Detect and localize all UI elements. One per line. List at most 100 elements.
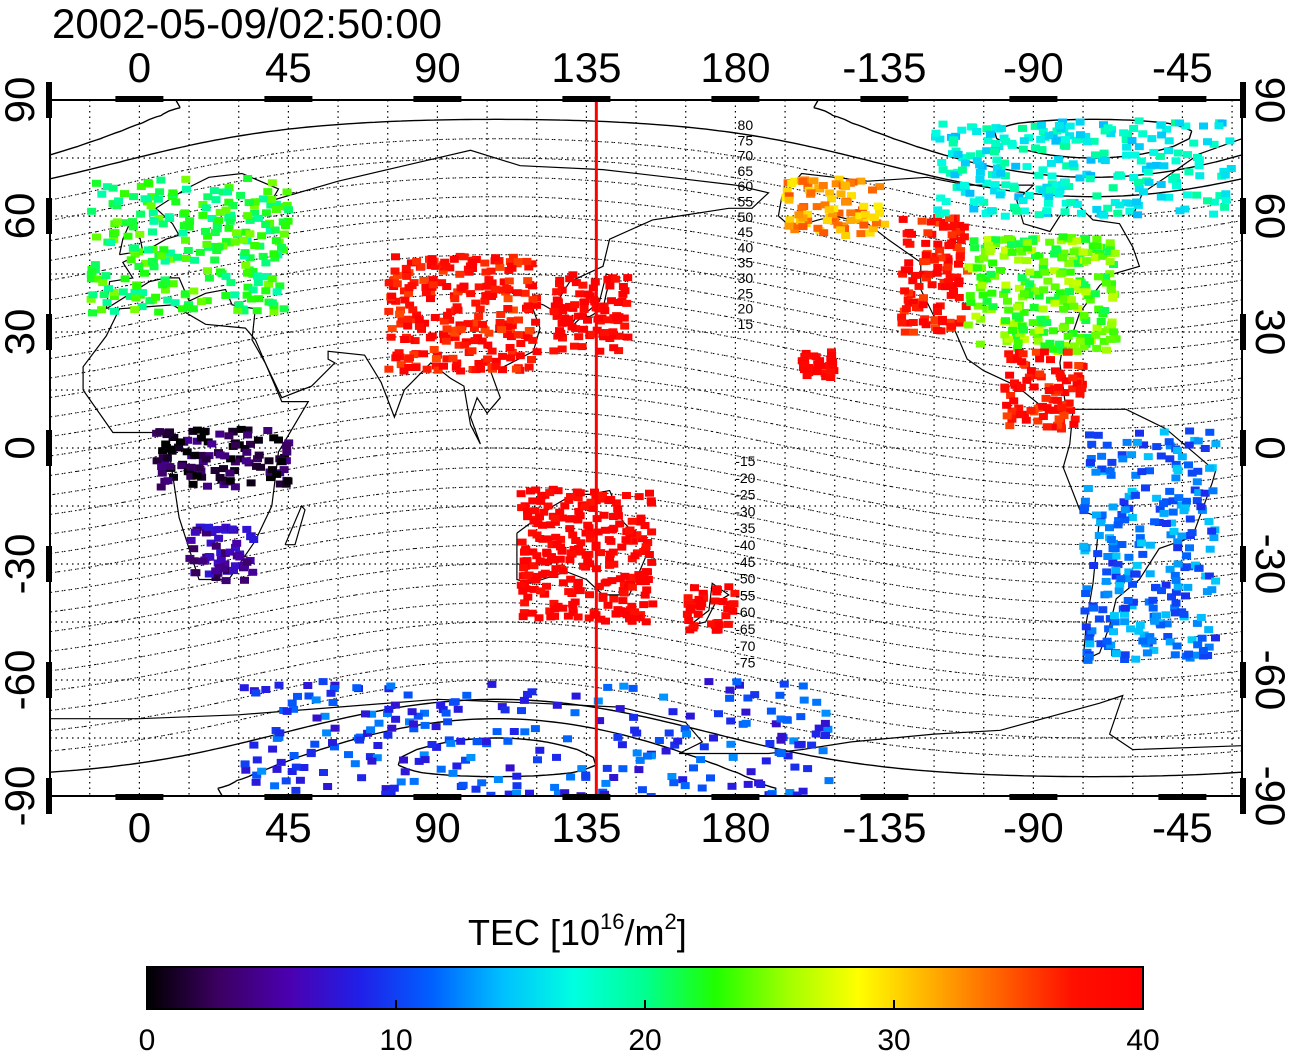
- tec-pixel: [1143, 453, 1153, 461]
- tec-pixel: [242, 448, 252, 456]
- tec-pixel: [1059, 412, 1069, 420]
- colorbar-label-close: ]: [677, 912, 687, 953]
- tec-pixel: [131, 294, 141, 302]
- tec-pixel: [495, 263, 505, 271]
- tec-pixel: [1108, 294, 1118, 302]
- tec-pixel: [614, 347, 624, 355]
- tec-pixel: [1033, 333, 1043, 341]
- tec-pixel: [250, 209, 260, 217]
- tec-pixel: [516, 490, 526, 498]
- tec-pixel: [170, 299, 180, 307]
- tec-pixel: [474, 312, 484, 320]
- tec-pixel: [613, 512, 623, 520]
- tec-pixel: [1187, 529, 1197, 537]
- tec-pixel: [1050, 267, 1060, 275]
- y-tick-label: -30: [1247, 534, 1292, 595]
- tec-pixel: [490, 285, 500, 293]
- tec-pixel: [328, 699, 338, 706]
- tec-pixel: [204, 570, 214, 578]
- tec-pixel: [784, 222, 794, 230]
- tec-pixel: [408, 720, 418, 728]
- tec-pixel: [725, 686, 735, 694]
- tec-pixel: [618, 283, 628, 290]
- tec-pixel: [136, 210, 146, 218]
- tec-pixel: [1145, 570, 1155, 578]
- tec-pixel: [859, 202, 869, 210]
- tec-pixel: [579, 305, 589, 313]
- tec-pixel: [982, 297, 992, 305]
- tec-pixel: [450, 333, 460, 341]
- tec-pixel: [1105, 242, 1115, 250]
- tec-pixel: [153, 195, 163, 203]
- tec-pixel: [1060, 208, 1070, 216]
- tec-pixel: [552, 288, 562, 296]
- tec-pixel: [225, 217, 235, 225]
- tec-pixel: [1085, 175, 1095, 183]
- tec-pixel: [390, 267, 400, 275]
- tec-pixel: [563, 735, 572, 743]
- tec-pixel: [593, 528, 603, 536]
- tec-pixel: [397, 316, 407, 324]
- tec-pixel: [1075, 286, 1085, 294]
- y-tick-label: 90: [1247, 77, 1292, 124]
- tec-pixel: [803, 765, 813, 773]
- tec-pixel: [1120, 618, 1130, 626]
- tec-pixel: [812, 698, 822, 706]
- tec-pixel: [1006, 391, 1016, 399]
- tec-pixel: [557, 547, 567, 555]
- tec-pixel: [814, 724, 824, 732]
- tec-pixel: [253, 436, 263, 444]
- tec-pixel: [1007, 139, 1017, 147]
- tec-pixel: [969, 198, 979, 206]
- tec-pixel: [518, 587, 528, 595]
- tec-pixel: [471, 299, 481, 307]
- tec-pixel: [853, 216, 863, 224]
- frame-tick-bottom: [1009, 794, 1058, 800]
- tec-pixel: [1041, 394, 1051, 402]
- tec-pixel: [538, 535, 548, 543]
- tec-pixel: [1028, 235, 1038, 243]
- tec-pixel: [945, 214, 954, 222]
- tec-pixel: [267, 195, 277, 203]
- tec-pixel: [198, 557, 208, 565]
- tec-pixel: [975, 150, 985, 158]
- mlat-label: 20: [738, 301, 754, 317]
- tec-pixel: [1221, 196, 1231, 204]
- tec-pixel: [1014, 256, 1024, 264]
- tec-pixel: [622, 299, 632, 307]
- frame-tick-top: [711, 96, 760, 102]
- tec-pixel: [171, 198, 181, 206]
- tec-pixel: [498, 352, 508, 360]
- tec-pixel: [226, 279, 236, 287]
- tec-pixel: [571, 537, 581, 544]
- mlat-label: -50: [735, 571, 755, 587]
- tec-pixel: [261, 287, 271, 295]
- tec-pixel: [1054, 190, 1064, 198]
- tec-pixel: [240, 249, 250, 257]
- tec-pixel: [240, 576, 249, 584]
- tec-pixel: [1111, 650, 1121, 658]
- frame-tick-bottom: [562, 794, 611, 800]
- x-axis-bottom: 0 45 90 135 180 -135 -90 -45: [128, 804, 1213, 851]
- tec-pixel: [1008, 326, 1018, 334]
- tec-pixel: [741, 719, 751, 727]
- tec-pixel: [512, 782, 522, 790]
- tec-pixel: [158, 220, 168, 228]
- tec-pixel: [785, 789, 795, 796]
- tec-pixel: [1074, 362, 1084, 369]
- tec-pixel: [552, 312, 562, 320]
- tec-pixel: [902, 238, 912, 246]
- tec-pixel: [798, 177, 808, 185]
- tec-pixel: [1117, 511, 1127, 518]
- tec-pixel: [154, 214, 164, 222]
- tec-pixel: [1013, 339, 1023, 347]
- tec-pixel: [487, 680, 497, 688]
- tec-pixel: [432, 743, 442, 751]
- tec-pixel: [491, 357, 501, 365]
- tec-pixel: [1137, 468, 1147, 476]
- tec-pixel: [141, 259, 151, 267]
- tec-pixel: [555, 276, 565, 284]
- mlat-contour: [50, 505, 1242, 584]
- tec-pixel: [1035, 355, 1045, 363]
